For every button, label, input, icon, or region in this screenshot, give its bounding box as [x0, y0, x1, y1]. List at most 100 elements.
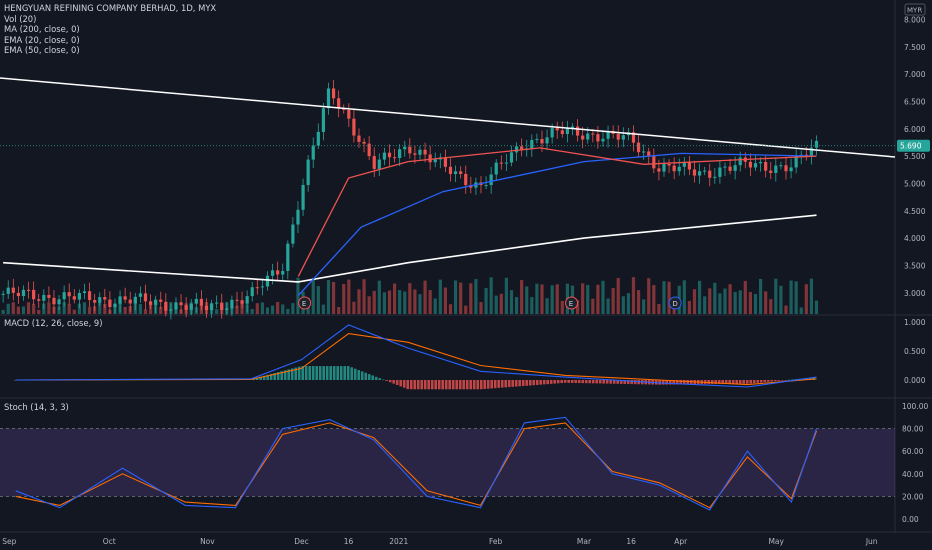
candle-body — [301, 185, 305, 210]
candle-body — [42, 294, 46, 301]
candle-body — [57, 299, 61, 305]
time-tick-label: Oct — [103, 537, 116, 546]
macd-tick-label: 1.000 — [904, 318, 926, 327]
macd-histogram-bar — [682, 380, 686, 385]
volume-bar — [514, 297, 519, 314]
candle-body — [601, 138, 605, 142]
volume-bar — [326, 280, 331, 314]
candle-body — [77, 293, 81, 300]
time-tick-label: Nov — [200, 537, 215, 546]
volume-bar — [591, 298, 595, 314]
volume-bar — [331, 281, 336, 314]
volume-bar — [545, 298, 549, 314]
macd-histogram-bar — [343, 366, 347, 380]
macd-histogram-bar — [735, 380, 739, 384]
volume-bar — [443, 287, 447, 314]
macd-histogram-bar — [710, 380, 714, 385]
macd-histogram-bar — [724, 380, 728, 384]
candle-body — [530, 139, 534, 149]
macd-histogram-bar — [329, 366, 333, 380]
candle-body — [794, 155, 798, 168]
price-tick-label: 8.000 — [904, 15, 926, 24]
candle-body — [98, 297, 102, 303]
candle-body — [270, 270, 275, 276]
macd-histogram-bar — [430, 380, 434, 390]
stoch-tick-label: 100.00 — [902, 402, 928, 411]
chart-title[interactable]: HENGYUAN REFINING COMPANY BERHAD, 1D, MY… — [4, 3, 217, 13]
candle-body — [52, 297, 56, 305]
macd-histogram-bar — [563, 380, 567, 383]
candle-body — [718, 167, 722, 177]
price-legend: HENGYUAN REFINING COMPANY BERHAD, 1D, MY… — [4, 3, 216, 56]
volume-bar — [21, 306, 26, 314]
macd-histogram-bar — [332, 366, 336, 380]
price-tick-label: 4.000 — [904, 234, 926, 243]
volume-bar — [809, 278, 814, 314]
macd-histogram-bar — [686, 380, 690, 385]
macd-histogram-bar — [392, 380, 396, 384]
macd-histogram-bar — [402, 380, 406, 388]
macd-histogram-bar — [626, 380, 630, 385]
candle-body — [235, 299, 239, 301]
macd-histogram-bar — [465, 380, 469, 390]
legend-ma200[interactable]: MA (200, close, 0) — [4, 24, 80, 34]
volume-bar — [62, 302, 66, 314]
macd-histogram-bar — [665, 380, 669, 385]
macd-histogram-bar — [518, 380, 522, 387]
volume-bar — [753, 293, 758, 314]
macd-histogram-bar — [311, 366, 315, 380]
volume-bar — [372, 290, 376, 314]
volume-bar — [647, 278, 651, 314]
candle-body — [692, 169, 697, 176]
volume-bar — [499, 293, 503, 314]
macd-histogram-bar — [532, 380, 536, 386]
macd-signal-line — [15, 333, 817, 386]
legend-vol[interactable]: Vol (20) — [4, 13, 37, 24]
macd-histogram-bar — [339, 366, 343, 380]
candle-body — [250, 287, 254, 297]
macd-histogram-bar — [497, 380, 501, 388]
candle-body — [433, 159, 437, 163]
candle-body — [764, 161, 768, 171]
volume-bar — [82, 302, 87, 314]
volume-bar — [87, 306, 92, 314]
macd-legend[interactable]: MACD (12, 26, close, 9) — [4, 318, 103, 328]
macd-histogram-bar — [346, 366, 350, 380]
volume-bar — [194, 307, 198, 314]
candle-body — [535, 139, 539, 141]
volume-bar — [581, 283, 585, 314]
macd-histogram-bar — [322, 366, 326, 380]
macd-histogram-bar — [787, 379, 791, 381]
candle-body — [443, 157, 447, 167]
volume-bar — [296, 277, 300, 314]
macd-histogram-bar — [791, 379, 795, 381]
macd-histogram-bar — [556, 380, 560, 384]
volume-bar — [11, 302, 15, 314]
volume-bar — [387, 290, 392, 314]
macd-histogram-bar — [549, 380, 553, 384]
volume-bar — [733, 292, 737, 314]
macd-histogram-bar — [409, 380, 413, 390]
legend-ema20[interactable]: EMA (20, close, 0) — [4, 34, 80, 45]
candle-body — [143, 293, 148, 302]
macd-tick-label: 0.000 — [904, 376, 926, 385]
volume-bar — [469, 283, 473, 314]
candle-body — [1, 293, 5, 295]
volume-bar — [764, 291, 768, 314]
candle-body — [514, 146, 519, 153]
volume-bar — [286, 308, 290, 314]
candle-body — [118, 296, 122, 304]
macd-histogram-bar — [633, 380, 637, 385]
stoch-legend[interactable]: Stoch (14, 3, 3) — [4, 402, 69, 412]
macd-histogram-bar — [462, 380, 466, 390]
macd-histogram-bar — [290, 368, 294, 380]
macd-histogram-bar — [546, 380, 550, 385]
candle-body — [342, 108, 346, 110]
volume-bar — [281, 304, 285, 314]
volume-bar — [357, 289, 361, 314]
legend-ema50[interactable]: EMA (50, close, 0) — [4, 45, 80, 55]
candle-body — [636, 142, 641, 153]
volume-bar — [67, 303, 71, 314]
volume-bar — [489, 277, 493, 314]
